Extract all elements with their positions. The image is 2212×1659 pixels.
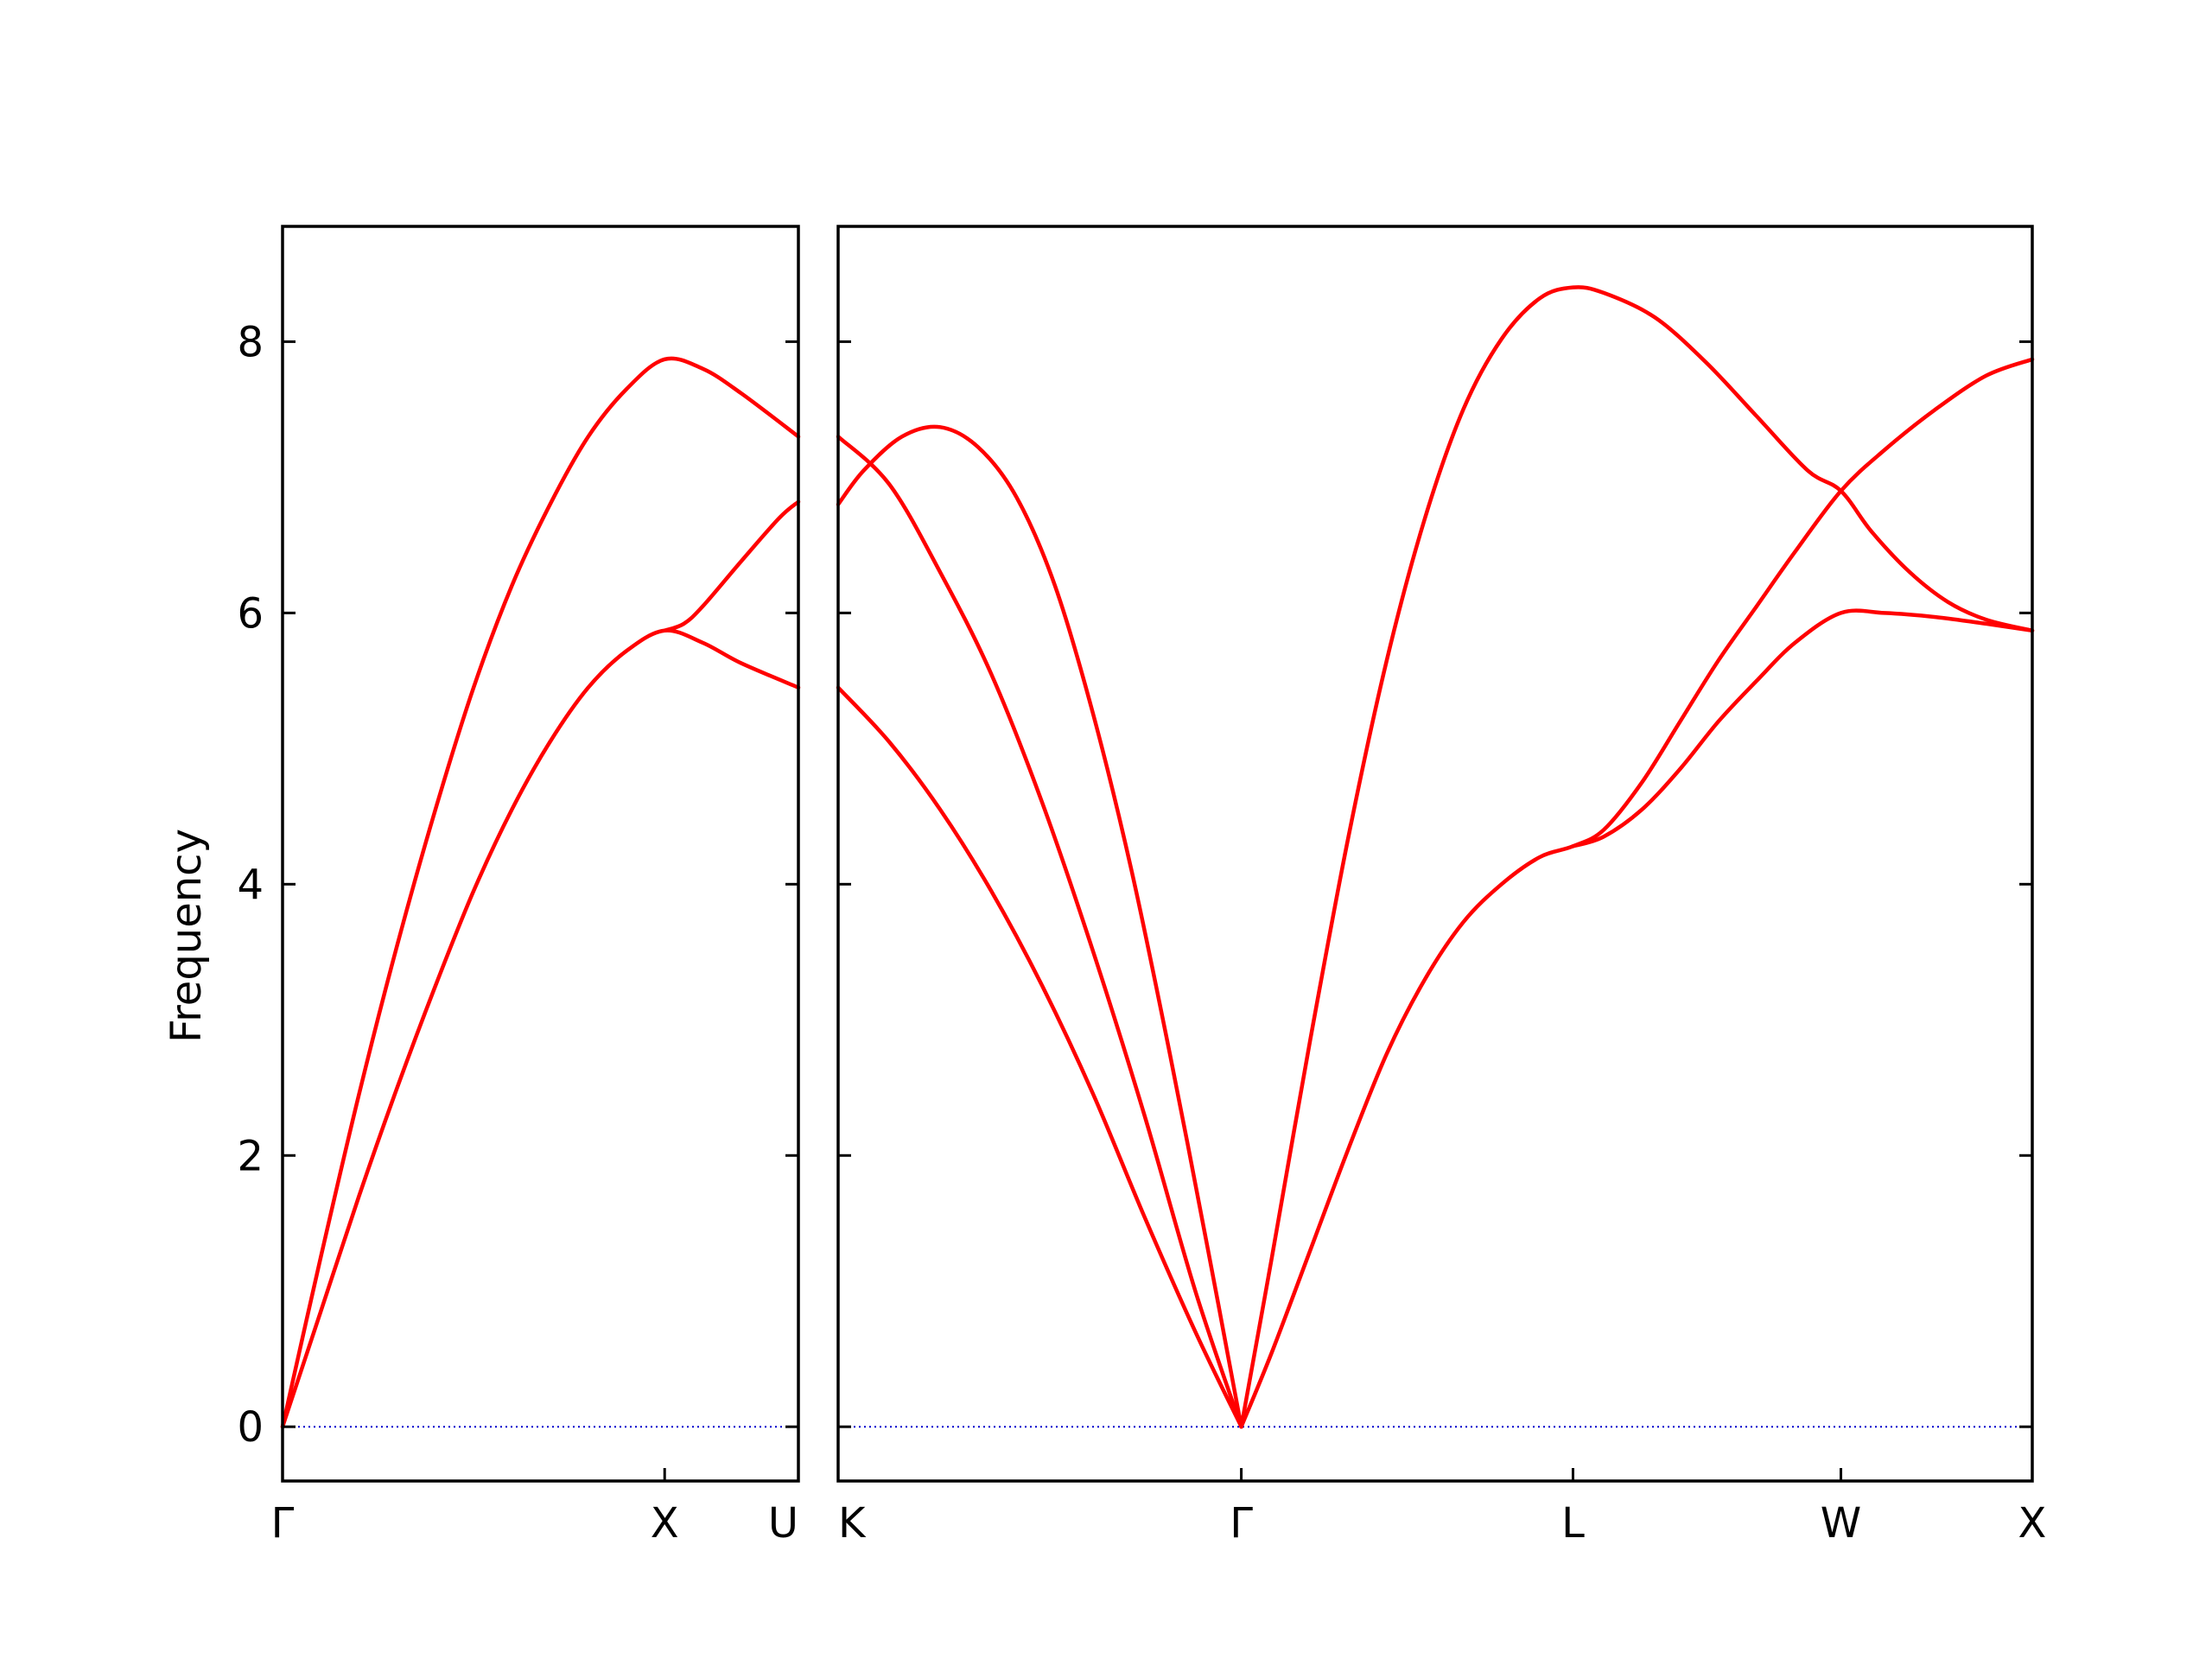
x-tick-label: X	[651, 1499, 679, 1548]
panel-frame	[836, 225, 2034, 1483]
band-curve-2	[280, 628, 801, 1429]
band-curve-3	[836, 685, 1243, 1429]
x-tick-label: W	[1821, 1499, 1861, 1548]
band-curve-2	[836, 435, 1243, 1429]
y-tick-label: 6	[237, 589, 264, 638]
band-curve-3	[662, 499, 801, 633]
band-curve-1	[836, 424, 1243, 1429]
y-tick-label: 4	[237, 861, 264, 909]
y-tick-label: 2	[237, 1132, 264, 1180]
x-tick-label: Γ	[271, 1499, 295, 1548]
x-tick-label: K	[838, 1499, 867, 1548]
band-curve-6	[1571, 608, 2035, 849]
y-tick-label: 0	[237, 1403, 264, 1452]
x-tick-label: L	[1561, 1499, 1585, 1548]
x-tick-label: U	[768, 1499, 798, 1548]
band-curve-5	[1239, 357, 2035, 1429]
band-curve-4	[1239, 285, 2035, 1429]
band-curve-1	[280, 356, 801, 1429]
x-tick-label: Γ	[1230, 1499, 1253, 1548]
y-axis-label: Frequency	[162, 829, 211, 1043]
x-tick-label: X	[2018, 1499, 2047, 1548]
panel-1: 0 2 4 6 8 Γ X U	[237, 225, 801, 1548]
y-tick-label: 8	[237, 318, 264, 366]
panels-layer: 0 2 4 6 8 Γ X U K Γ L W X	[237, 225, 2047, 1548]
panel-frame	[281, 225, 800, 1483]
